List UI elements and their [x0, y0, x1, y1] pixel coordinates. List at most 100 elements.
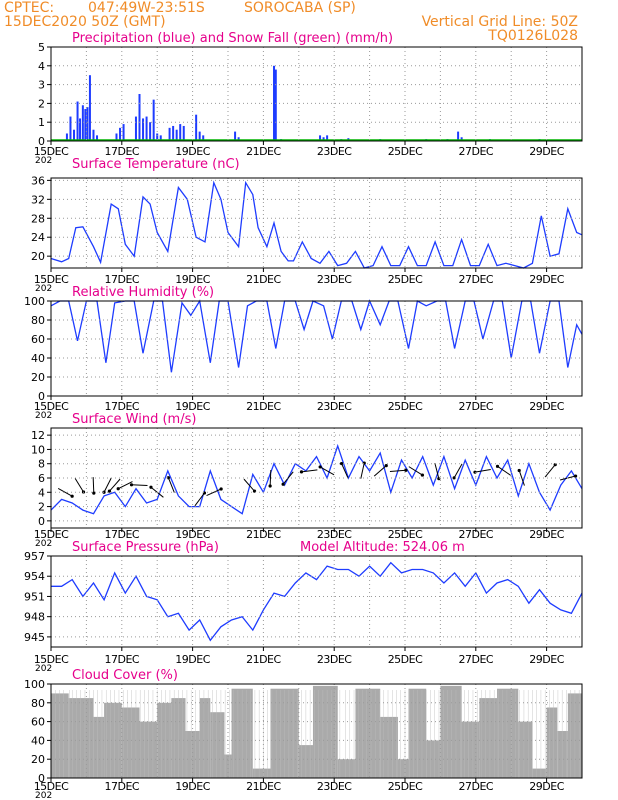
humidity-ytick-label: 0 [38, 390, 45, 403]
header-station: SOROCABA (SP) [244, 0, 356, 16]
wind-arrow [167, 477, 175, 493]
header-grid-note: Vertical Grid Line: 50Z [422, 14, 578, 30]
humidity-xtick-label: 29DEC [529, 400, 564, 413]
pressure-frame [50, 555, 583, 648]
panel-cloud-cover: 0 20 40 60 80 100 15DEC 17DEC 19DEC 21DEC 23DEC 25D… [24, 668, 583, 800]
humidity-ytick-label: 20 [31, 371, 45, 384]
pressure-ytick-label: 951 [24, 590, 45, 603]
wind-arrow [282, 471, 294, 485]
humidity-title: Relative Humidity (%) [72, 285, 214, 300]
humidity-xtick-label: 27DEC [458, 400, 493, 413]
cloud-bar [104, 702, 122, 778]
wind-arrow-head [92, 491, 96, 495]
precipitation-xtick-label: 27DEC [458, 145, 493, 158]
temperature-ytick-label: 20 [31, 250, 45, 263]
precip-bar [145, 116, 148, 141]
cloud-bar [408, 688, 427, 778]
humidity-frame [50, 300, 583, 397]
wind-arrow [497, 465, 512, 476]
precip-bar [273, 65, 276, 141]
precip-bar [65, 133, 68, 141]
wind-arrow-head [553, 463, 557, 467]
precipitation-year-label: 202 [35, 156, 52, 166]
wind-arrow [389, 469, 406, 472]
humidity-plot-area [51, 301, 582, 396]
wind-arrow [74, 478, 84, 493]
precip-bar [237, 137, 240, 141]
wind-arrow [194, 492, 205, 507]
precip-bar [460, 137, 463, 141]
precip-bar [88, 75, 91, 141]
wind-arrow [434, 462, 440, 479]
cloud-cover-year-label: 202 [35, 791, 52, 800]
wind-arrow-head [70, 494, 74, 498]
temperature-xtick-label: 23DEC [317, 273, 352, 286]
pressure-xtick-label: 15DEC [34, 653, 69, 666]
precipitation-xtick-label: 19DEC [175, 145, 210, 158]
precip-bar [122, 124, 125, 141]
precip-bar [179, 124, 182, 141]
wind-plot-area [51, 428, 582, 528]
precip-bar [322, 137, 325, 141]
temperature-year-label: 202 [35, 284, 52, 294]
cloud-bar [185, 731, 200, 778]
humidity-xtick-label: 17DEC [104, 400, 139, 413]
wind-arrow [301, 469, 318, 473]
wind-ytick-label: 2 [38, 501, 45, 514]
wind-arrow [103, 477, 112, 493]
humidity-ytick-label: 60 [31, 333, 45, 346]
wind-arrow-head [129, 483, 134, 487]
temperature-plot-area [51, 178, 582, 268]
wind-arrow-head [404, 468, 408, 472]
pressure-plot-area [51, 556, 582, 647]
wind-ytick-label: 6 [38, 472, 45, 485]
wind-arrow-head [437, 477, 441, 481]
pressure-ytick-label: 945 [24, 631, 45, 644]
wind-xtick-label: 19DEC [175, 528, 210, 541]
humidity-xtick-label: 25DEC [388, 400, 423, 413]
precipitation-xtick-label: 17DEC [104, 145, 139, 158]
wind-xtick-label: 25DEC [388, 528, 423, 541]
wind-arrow-head [219, 487, 223, 491]
cloud-cover-xtick-label: 23DEC [317, 780, 352, 793]
precip-bar [86, 107, 89, 141]
wind-arrow [57, 487, 73, 497]
precip-bar [326, 135, 329, 141]
pressure-ytick-label: 957 [24, 550, 45, 563]
wind-ytick-label: 4 [38, 486, 45, 499]
precip-bar [319, 135, 322, 141]
cloud-cover-ytick-label: 40 [31, 734, 45, 747]
wind-arrow-head [268, 484, 272, 488]
cloud-bar [199, 698, 211, 778]
cloud-bar [380, 716, 398, 778]
wind-arrow-head [452, 476, 456, 480]
precip-bar [156, 133, 159, 141]
precipitation-ytick-label: 5 [38, 41, 45, 54]
wind-arrow [131, 484, 148, 486]
wind-arrow-head [299, 470, 304, 474]
precipitation-xtick-label: 25DEC [388, 145, 423, 158]
wind-xtick-label: 27DEC [458, 528, 493, 541]
panel-precipitation: 0 1 2 3 4 5 15DEC 17DEC 19DEC 21DEC 23DEC 25DEC 27DE… [34, 31, 583, 166]
temperature-title: Surface Temperature (nC) [72, 157, 240, 172]
wind-title: Surface Wind (m/s) [72, 412, 196, 427]
precip-bar [152, 99, 155, 141]
temperature-ytick-label: 32 [31, 193, 45, 206]
temperature-xtick-label: 29DEC [529, 273, 564, 286]
wind-arrow-head [495, 464, 500, 468]
cloud-bar [337, 759, 356, 778]
humidity-ytick-label: 100 [24, 295, 45, 308]
wind-arrow-head [116, 487, 120, 491]
header-source: CPTEC: [4, 0, 54, 16]
temperature-xtick-label: 15DEC [34, 273, 69, 286]
precipitation-ytick-label: 0 [38, 135, 45, 148]
wind-xtick-label: 15DEC [34, 528, 69, 541]
precip-bar [149, 122, 152, 141]
temperature-frame [50, 177, 583, 269]
pressure-ytick-label: 948 [24, 611, 45, 624]
wind-arrow [269, 469, 272, 487]
pressure-xtick-label: 23DEC [317, 653, 352, 666]
cloud-cover-xtick-label: 17DEC [104, 780, 139, 793]
precipitation-title: Precipitation (blue) and Snow Fall (gree… [72, 31, 393, 46]
